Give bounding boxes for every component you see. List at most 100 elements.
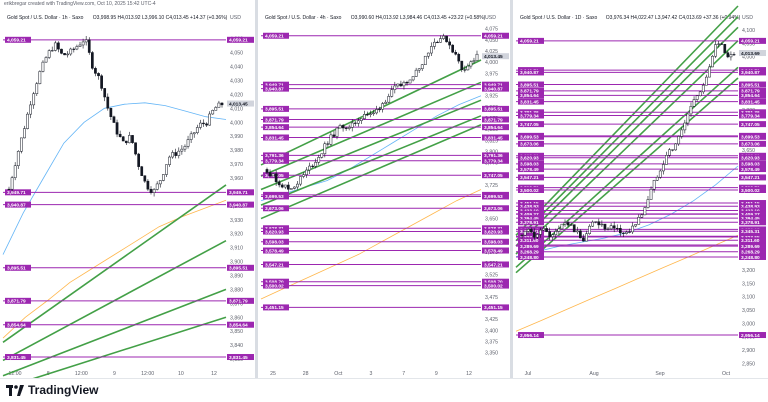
x-tick-label: Oct (722, 371, 731, 377)
candle (384, 99, 388, 105)
candle (366, 111, 369, 117)
candle-body (277, 181, 281, 186)
candle-body (615, 227, 619, 230)
y-tick-label: 3,980 (230, 148, 243, 154)
candle-body (381, 103, 385, 110)
axis-level-label: 3,578.49 (484, 248, 503, 254)
axis-level-label-bg (482, 205, 509, 212)
level-label-bg (518, 154, 544, 161)
y-tick-label: 3,850 (485, 127, 498, 133)
candle (457, 52, 461, 64)
candle-body (618, 228, 622, 234)
candle (103, 88, 107, 102)
candle (350, 119, 354, 132)
y-tick-label: 3,400 (485, 328, 498, 334)
level-label-bg (5, 264, 31, 271)
candle (649, 186, 653, 200)
candle-body (609, 225, 613, 230)
y-tick-label: 3,860 (230, 315, 243, 321)
candle-body (332, 134, 336, 137)
candle-body (344, 127, 348, 129)
y-tick-label: 3,975 (485, 71, 498, 77)
candle (726, 50, 730, 59)
chart-panel-1d: Gold Spot / U.S. Dollar · 1D · Saxo O3,97… (513, 0, 768, 378)
axis-level-label: 3,378.91 (741, 220, 760, 226)
y-tick-label: 3,000 (742, 321, 755, 327)
candle-body (23, 128, 26, 139)
level-label: 3,508.70 (265, 279, 284, 285)
x-tick-label: 12:00 (75, 371, 88, 377)
axis-level-label: 3,598.03 (741, 162, 760, 168)
candle-body (180, 148, 184, 152)
y-tick-label: 3,650 (742, 148, 755, 154)
axis-level-label-bg (482, 261, 509, 268)
candle (554, 228, 558, 238)
candle (23, 125, 26, 139)
channel-line (260, 99, 482, 191)
candle-body (69, 48, 73, 55)
axis-level-label: 3,438.93 (741, 204, 760, 210)
candle-body (625, 231, 628, 234)
candle-body (75, 46, 79, 50)
candle-body (714, 44, 717, 57)
level-label-bg (518, 215, 544, 222)
candle-body (359, 118, 363, 121)
candle-body (560, 223, 564, 230)
candle (548, 227, 552, 241)
level-label: 3,831.45 (265, 135, 284, 141)
candle (526, 228, 530, 234)
candle (149, 186, 153, 195)
candle (609, 223, 613, 231)
candle (390, 85, 394, 98)
candle-body (66, 53, 70, 56)
level-label: 3,673.06 (265, 206, 284, 212)
candle-body (708, 66, 711, 78)
candle-body (308, 165, 311, 171)
level-label: 2,956.14 (520, 333, 539, 339)
axis-level-label: 2,956.14 (741, 333, 760, 339)
candle (668, 148, 671, 158)
candle-body (53, 42, 57, 51)
level-label: 3,831.45 (7, 355, 26, 361)
channel-line (515, 77, 739, 274)
candle (665, 151, 668, 165)
axis-level-label: 3,345.31 (741, 229, 760, 235)
level-label: 3,831.45 (520, 99, 539, 105)
candle (420, 64, 424, 71)
candle (137, 152, 141, 170)
level-label-bg (263, 157, 289, 164)
axis-level-label: 3,831.45 (484, 135, 503, 141)
axis-level-label: 3,895.51 (741, 82, 760, 88)
y-tick-label: 2,850 (742, 361, 755, 367)
candle (90, 51, 94, 70)
axis-level-label-bg (739, 133, 766, 140)
y-tick-label: 3,920 (230, 232, 243, 238)
candle-body (643, 207, 647, 216)
candle-body (594, 221, 598, 223)
candle-body (323, 143, 327, 155)
level-label: 3,248.80 (520, 255, 539, 261)
candle-body (199, 122, 202, 128)
level-label-bg (518, 203, 544, 210)
candle-body (183, 146, 187, 150)
axis-level-label: 3,699.53 (484, 194, 503, 200)
candle (451, 44, 455, 54)
y-tick-label: 3,525 (485, 272, 498, 278)
level-label-bg (263, 247, 289, 254)
candle (683, 119, 687, 134)
chart-svg: Gold Spot / U.S. Dollar · 1h · Saxo O3,99… (2, 15, 254, 378)
level-label-bg (518, 98, 544, 105)
candle-body (63, 53, 66, 56)
axis-level-label-bg (482, 282, 509, 289)
y-tick-label: 3,050 (742, 308, 755, 314)
candle (720, 42, 724, 45)
candle-body (563, 222, 567, 225)
candle-body (268, 172, 272, 177)
tradingview-logo[interactable]: TradingView (6, 383, 98, 397)
axis-level-label: 3,940.87 (741, 70, 760, 76)
currency-label: USD (742, 15, 753, 21)
candle (106, 93, 110, 111)
y-tick-label: 3,900 (230, 260, 243, 266)
candle (701, 82, 705, 94)
